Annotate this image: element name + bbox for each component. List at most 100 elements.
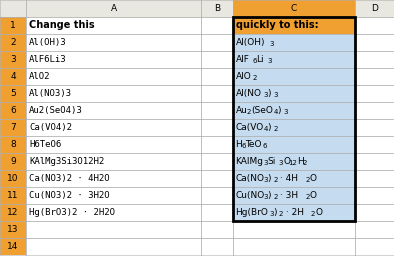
Text: 3: 3	[264, 160, 268, 166]
Bar	[0, 0, 26, 17]
Bar	[0, 34, 26, 51]
Text: 4: 4	[264, 126, 268, 132]
Text: C: C	[291, 4, 297, 13]
Text: Ca(NO: Ca(NO	[236, 174, 264, 183]
Text: D: D	[371, 4, 378, 13]
Bar	[201, 238, 233, 255]
Bar	[233, 17, 355, 221]
Bar	[233, 34, 355, 51]
Text: 7: 7	[10, 123, 16, 132]
Text: ): )	[268, 174, 271, 183]
Text: 2: 2	[305, 177, 310, 183]
Text: H: H	[236, 140, 242, 149]
Text: 2: 2	[273, 194, 278, 200]
Bar	[355, 102, 394, 119]
Text: Al(NO3)3: Al(NO3)3	[29, 89, 72, 98]
Bar	[233, 102, 355, 119]
Text: O: O	[310, 191, 316, 200]
Bar	[233, 85, 355, 102]
Text: 3: 3	[264, 92, 268, 98]
Text: 3: 3	[268, 58, 272, 64]
Text: 6: 6	[252, 58, 257, 64]
Text: 2: 2	[247, 109, 251, 115]
Bar	[201, 51, 233, 68]
Bar	[355, 85, 394, 102]
Bar	[26, 187, 201, 204]
Text: 2: 2	[311, 211, 315, 217]
Bar	[0, 221, 26, 238]
Bar	[0, 204, 26, 221]
Text: Al(OH)3: Al(OH)3	[29, 38, 67, 47]
Text: 3: 3	[264, 177, 268, 183]
Text: A: A	[110, 4, 117, 13]
Text: (SeO: (SeO	[251, 106, 273, 115]
Text: 13: 13	[7, 225, 19, 234]
Text: 3: 3	[10, 55, 16, 64]
Text: 8: 8	[10, 140, 16, 149]
Text: Al(NO: Al(NO	[236, 89, 262, 98]
Bar	[233, 119, 355, 136]
Text: ): )	[277, 106, 281, 115]
Bar	[201, 34, 233, 51]
Text: Au: Au	[236, 106, 247, 115]
Text: AlO2: AlO2	[29, 72, 50, 81]
Text: 9: 9	[10, 157, 16, 166]
Bar	[26, 153, 201, 170]
Bar	[26, 170, 201, 187]
Text: 2: 2	[279, 211, 283, 217]
Text: Au2(SeO4)3: Au2(SeO4)3	[29, 106, 83, 115]
Bar	[0, 102, 26, 119]
Bar	[26, 102, 201, 119]
Text: ): )	[273, 208, 277, 217]
Bar	[355, 34, 394, 51]
Bar	[26, 85, 201, 102]
Bar	[201, 221, 233, 238]
Bar	[355, 204, 394, 221]
Text: 2: 2	[305, 194, 310, 200]
Bar	[26, 136, 201, 153]
Text: 1: 1	[10, 21, 16, 30]
Text: 6: 6	[10, 106, 16, 115]
Text: AlF: AlF	[236, 55, 249, 64]
Bar	[0, 85, 26, 102]
Bar	[26, 119, 201, 136]
Text: ): )	[268, 123, 271, 132]
Text: ): )	[268, 191, 271, 200]
Bar	[201, 204, 233, 221]
Text: Hg(BrO3)2 · 2H2O: Hg(BrO3)2 · 2H2O	[29, 208, 115, 217]
Bar	[355, 238, 394, 255]
Bar	[233, 17, 355, 34]
Bar	[0, 170, 26, 187]
Text: Ca(VO: Ca(VO	[236, 123, 264, 132]
Bar	[233, 153, 355, 170]
Text: B: B	[214, 4, 220, 13]
Text: 2: 2	[273, 177, 278, 183]
Bar	[233, 51, 355, 68]
Bar	[355, 119, 394, 136]
Text: Si: Si	[268, 157, 276, 166]
Text: 3: 3	[264, 194, 268, 200]
Bar	[0, 238, 26, 255]
Text: Li: Li	[256, 55, 264, 64]
Text: 3: 3	[273, 92, 278, 98]
Text: TeO: TeO	[245, 140, 262, 149]
Text: · 3H: · 3H	[277, 191, 299, 200]
Text: KAlMg3Si3O12H2: KAlMg3Si3O12H2	[29, 157, 104, 166]
Bar	[201, 17, 233, 34]
Text: 3: 3	[269, 211, 273, 217]
Bar	[201, 170, 233, 187]
Text: 2: 2	[273, 126, 278, 132]
Bar	[233, 136, 355, 153]
Bar	[355, 221, 394, 238]
Text: KAlMg: KAlMg	[236, 157, 264, 166]
Text: 3: 3	[269, 41, 273, 47]
Bar	[233, 170, 355, 187]
Bar	[233, 238, 355, 255]
Bar	[26, 0, 201, 17]
Text: Ca(NO3)2 · 4H2O: Ca(NO3)2 · 4H2O	[29, 174, 110, 183]
Text: 2: 2	[10, 38, 16, 47]
Text: 2: 2	[303, 160, 307, 166]
Bar	[0, 51, 26, 68]
Text: 4: 4	[273, 109, 278, 115]
Text: 3: 3	[283, 109, 288, 115]
